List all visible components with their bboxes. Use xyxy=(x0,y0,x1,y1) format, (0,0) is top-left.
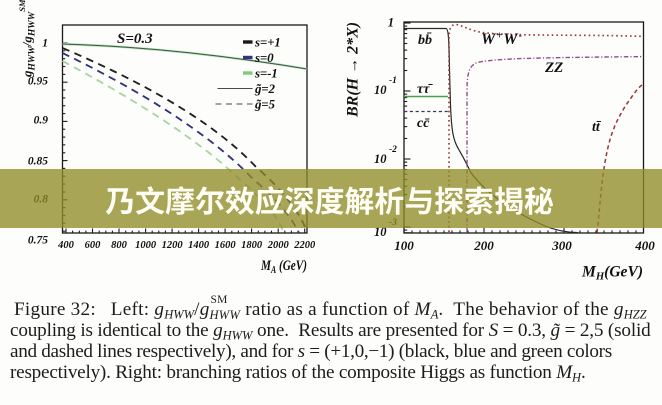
svg-text:1600: 1600 xyxy=(215,240,237,251)
svg-text:1200: 1200 xyxy=(162,240,184,251)
svg-text:800: 800 xyxy=(111,240,128,251)
svg-text:1: 1 xyxy=(388,16,394,30)
svg-text:s=-1: s=-1 xyxy=(254,66,278,81)
svg-text:g̃=5: g̃=5 xyxy=(254,97,276,112)
svg-text:400: 400 xyxy=(634,238,655,253)
svg-text:g̃=2: g̃=2 xyxy=(254,81,276,96)
svg-text:s=0: s=0 xyxy=(254,50,274,65)
svg-text:0.85: 0.85 xyxy=(28,156,48,168)
svg-text:1800: 1800 xyxy=(241,240,263,251)
svg-text:s=+1: s=+1 xyxy=(254,35,281,50)
svg-text:bb̄: bb̄ xyxy=(418,32,432,48)
svg-text:10: 10 xyxy=(374,83,387,97)
svg-text:tt̄: tt̄ xyxy=(592,120,602,135)
svg-text:cc̄: cc̄ xyxy=(417,116,430,131)
svg-text:400: 400 xyxy=(57,240,75,251)
svg-text:2000: 2000 xyxy=(267,240,290,251)
svg-text:1: 1 xyxy=(42,38,48,50)
svg-text:ττ̄: ττ̄ xyxy=(417,82,433,97)
svg-text:W+W-: W+W- xyxy=(481,31,523,49)
svg-text:200: 200 xyxy=(473,238,494,253)
svg-text:MH(GeV): MH(GeV) xyxy=(581,264,643,283)
svg-text:0.95: 0.95 xyxy=(28,76,48,88)
svg-text:-1: -1 xyxy=(389,76,397,86)
svg-text:600: 600 xyxy=(85,240,102,251)
svg-text:10: 10 xyxy=(374,152,387,166)
svg-text:10: 10 xyxy=(374,225,387,239)
svg-text:-2: -2 xyxy=(389,145,397,155)
svg-text:S=0.3: S=0.3 xyxy=(117,31,153,47)
svg-text:MA (GeV): MA (GeV) xyxy=(260,258,307,276)
svg-text:1400: 1400 xyxy=(188,240,210,251)
svg-text:0.75: 0.75 xyxy=(28,235,48,247)
svg-text:ZZ: ZZ xyxy=(544,60,563,76)
svg-text:BR(H → 2*X): BR(H → 2*X) xyxy=(345,22,362,118)
svg-text:0.9: 0.9 xyxy=(34,115,49,127)
svg-text:100: 100 xyxy=(394,238,414,253)
svg-text:300: 300 xyxy=(551,238,572,253)
svg-text:1000: 1000 xyxy=(135,240,157,251)
svg-text:2200: 2200 xyxy=(293,240,316,251)
